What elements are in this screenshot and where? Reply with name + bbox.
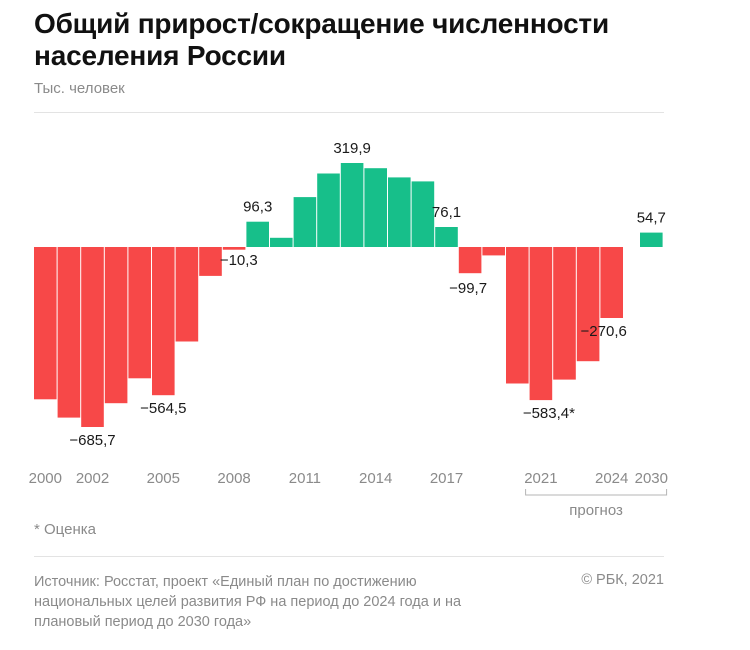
value-label-2030: 54,7 bbox=[637, 210, 666, 227]
forecast-bracket bbox=[525, 489, 668, 496]
x-tick-2008: 2008 bbox=[217, 470, 250, 487]
x-tick-2017: 2017 bbox=[430, 470, 463, 487]
x-tick-2005: 2005 bbox=[147, 470, 180, 487]
x-tick-2030: 2030 bbox=[635, 470, 668, 487]
estimate-footnote: * Оценка bbox=[34, 521, 96, 538]
bar-2014 bbox=[364, 168, 387, 247]
bar-2008 bbox=[222, 247, 246, 250]
bar-2022 bbox=[553, 247, 576, 380]
units-label: Тыс. человек bbox=[34, 80, 125, 97]
bar-2023 bbox=[576, 247, 600, 362]
x-tick-2021: 2021 bbox=[524, 470, 557, 487]
bar-2004 bbox=[128, 247, 151, 379]
bar-2005 bbox=[152, 247, 175, 396]
bar-2020 bbox=[506, 247, 529, 384]
value-label-2009: 96,3 bbox=[243, 199, 272, 216]
x-tick-2000: 2000 bbox=[29, 470, 62, 487]
bar-2021 bbox=[529, 247, 553, 401]
x-tick-2011: 2011 bbox=[289, 470, 321, 487]
bar-2013 bbox=[340, 163, 364, 247]
x-tick-2002: 2002 bbox=[76, 470, 109, 487]
value-label-2024: −270,6 bbox=[581, 323, 627, 340]
bar-2001 bbox=[57, 247, 81, 418]
bar-2024 bbox=[600, 247, 623, 318]
bar-2030 bbox=[640, 232, 663, 247]
bar-2000 bbox=[34, 247, 57, 400]
value-label-2017: 76,1 bbox=[432, 204, 461, 221]
copyright: © РБК, 2021 bbox=[581, 572, 664, 588]
x-tick-2024: 2024 bbox=[595, 470, 628, 487]
bar-2007 bbox=[199, 247, 222, 276]
bar-2011 bbox=[293, 197, 317, 247]
top-divider bbox=[34, 112, 664, 113]
bar-2003 bbox=[104, 247, 128, 404]
bar-2017 bbox=[435, 227, 458, 247]
bar-2012 bbox=[317, 173, 340, 247]
bar-2009 bbox=[246, 221, 269, 247]
bottom-divider bbox=[34, 556, 664, 557]
value-label-2021: −583,4* bbox=[523, 405, 575, 422]
value-label-2018: −99,7 bbox=[449, 280, 487, 297]
bar-2006 bbox=[175, 247, 199, 342]
value-label-2013: 319,9 bbox=[333, 140, 371, 157]
value-label-2005: −564,5 bbox=[140, 400, 186, 417]
source-note: Источник: Росстат, проект «Единый план п… bbox=[34, 574, 462, 630]
population-change-bar-chart: −685,7 −564,5 −10,3 96,3 319,9 76,1 −99,7 −583,… bbox=[29, 140, 668, 519]
bar-2015 bbox=[388, 177, 411, 247]
x-tick-2014: 2014 bbox=[359, 470, 392, 487]
value-label-2008: −10,3 bbox=[220, 252, 258, 269]
bar-2019 bbox=[482, 247, 505, 256]
value-label-2002: −685,7 bbox=[69, 432, 115, 449]
chart-title: Общий прирост/сокращение численности нас… bbox=[34, 8, 609, 71]
bar-2018 bbox=[458, 247, 482, 274]
bar-2010 bbox=[270, 237, 293, 247]
forecast-label: прогноз bbox=[569, 502, 623, 519]
bar-2016 bbox=[411, 181, 435, 247]
bar-2002 bbox=[81, 247, 104, 427]
